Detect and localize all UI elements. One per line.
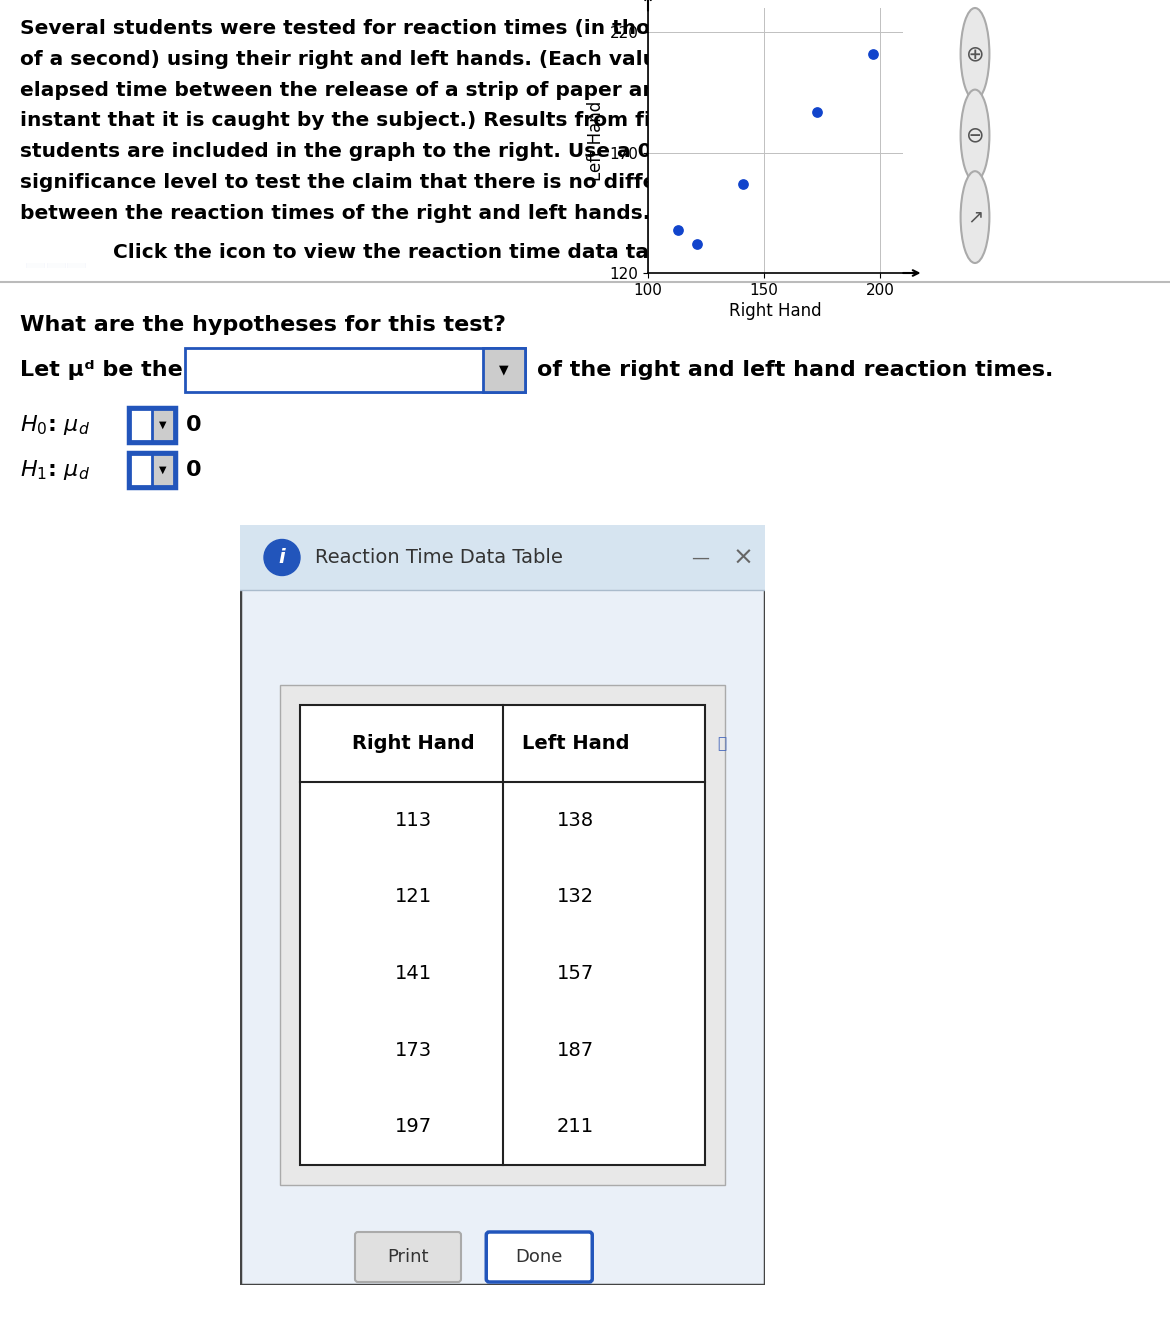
Text: 138: 138 — [557, 811, 594, 829]
Text: Click the icon to view the reaction time data table.: Click the icon to view the reaction time… — [112, 243, 691, 262]
FancyBboxPatch shape — [240, 525, 765, 1285]
Text: elapsed time between the release of a strip of paper and the: elapsed time between the release of a st… — [20, 80, 716, 100]
Text: Left Hand: Left Hand — [522, 734, 629, 753]
Circle shape — [264, 539, 300, 576]
Circle shape — [961, 8, 990, 100]
Point — [734, 174, 752, 195]
Text: $H_1$: $\mu_d$: $H_1$: $\mu_d$ — [20, 457, 90, 482]
Point — [687, 233, 706, 254]
Text: significance level to test the claim that there is no difference: significance level to test the claim tha… — [20, 173, 721, 192]
Text: ↗: ↗ — [966, 208, 983, 227]
FancyBboxPatch shape — [487, 1232, 592, 1282]
Text: of a second) using their right and left hands. (Each value is the: of a second) using their right and left … — [20, 50, 742, 69]
Text: Print: Print — [387, 1248, 428, 1267]
FancyBboxPatch shape — [245, 532, 765, 1289]
Text: i: i — [278, 548, 285, 567]
Text: instant that it is caught by the subject.) Results from five of the: instant that it is caught by the subject… — [20, 112, 752, 130]
Text: 132: 132 — [557, 887, 594, 907]
Text: of the right and left hand reaction times.: of the right and left hand reaction time… — [537, 360, 1053, 380]
Text: 197: 197 — [394, 1118, 432, 1136]
Text: Right Hand: Right Hand — [352, 734, 475, 753]
Text: 141: 141 — [394, 963, 432, 983]
Text: ⊖: ⊖ — [965, 125, 984, 145]
FancyBboxPatch shape — [130, 453, 174, 486]
Text: 121: 121 — [394, 887, 432, 907]
Y-axis label: Left Hand: Left Hand — [587, 100, 605, 181]
Text: ▼: ▼ — [500, 364, 509, 377]
FancyBboxPatch shape — [240, 525, 765, 590]
Text: ⎘: ⎘ — [717, 735, 727, 751]
Text: 0: 0 — [186, 415, 201, 435]
Text: ×: × — [732, 546, 753, 569]
Text: 0: 0 — [186, 460, 201, 480]
Circle shape — [961, 90, 990, 182]
Text: 211: 211 — [557, 1118, 594, 1136]
Text: Several students were tested for reaction times (in thousandths: Several students were tested for reactio… — [20, 20, 755, 38]
FancyBboxPatch shape — [483, 348, 525, 391]
Point — [863, 43, 882, 65]
FancyBboxPatch shape — [300, 705, 706, 1165]
Text: Let μᵈ be the: Let μᵈ be the — [20, 360, 183, 380]
Text: between the reaction times of the right and left hands.: between the reaction times of the right … — [20, 203, 651, 223]
Point — [669, 219, 688, 240]
FancyBboxPatch shape — [280, 685, 725, 1185]
FancyBboxPatch shape — [355, 1232, 461, 1282]
Point — [807, 101, 826, 123]
Text: 157: 157 — [557, 963, 594, 983]
Text: 113: 113 — [394, 811, 432, 829]
Text: $H_0$: $\mu_d$: $H_0$: $\mu_d$ — [20, 413, 90, 438]
Text: Reaction Time Data Table: Reaction Time Data Table — [315, 548, 563, 567]
Text: ▼: ▼ — [159, 420, 167, 430]
FancyBboxPatch shape — [152, 453, 174, 486]
Text: ▼: ▼ — [159, 465, 167, 474]
FancyBboxPatch shape — [152, 409, 174, 442]
FancyBboxPatch shape — [130, 409, 174, 442]
Text: Done: Done — [516, 1248, 563, 1267]
FancyBboxPatch shape — [185, 348, 525, 391]
X-axis label: Right Hand: Right Hand — [729, 302, 821, 320]
Text: What are the hypotheses for this test?: What are the hypotheses for this test? — [20, 315, 505, 335]
Text: ⊕: ⊕ — [965, 43, 984, 63]
Text: 173: 173 — [394, 1040, 432, 1060]
Text: —: — — [691, 548, 709, 567]
Circle shape — [961, 171, 990, 264]
Text: 187: 187 — [557, 1040, 594, 1060]
Text: students are included in the graph to the right. Use a 0.20: students are included in the graph to th… — [20, 142, 687, 161]
